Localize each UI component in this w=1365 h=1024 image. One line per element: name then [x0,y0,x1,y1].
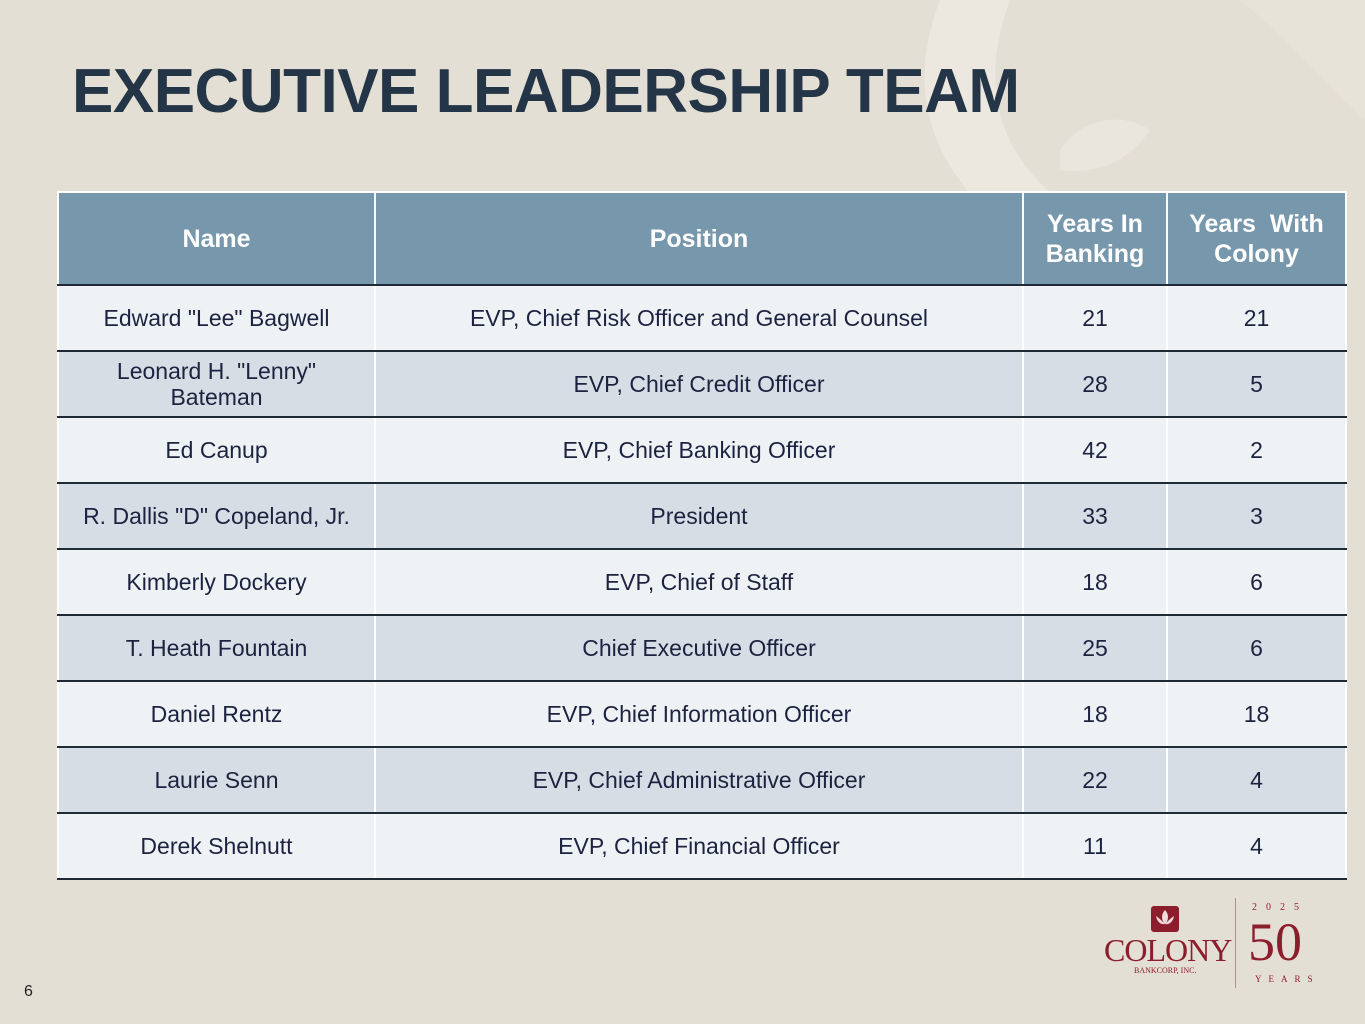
cell-years-banking: 18 [1022,549,1168,616]
cell-name: Leonard H. "Lenny" Bateman [57,351,376,418]
cell-position: EVP, Chief Financial Officer [374,813,1024,880]
cell-years-colony: 4 [1166,813,1347,880]
table-row: Derek Shelnutt EVP, Chief Financial Offi… [57,813,1347,880]
anniversary-label: YEARS [1255,974,1320,984]
cell-name: Edward "Lee" Bagwell [57,285,376,352]
header-name: Name [57,191,376,286]
table-row: Kimberly Dockery EVP, Chief of Staff 18 … [57,549,1347,616]
cell-years-colony: 18 [1166,681,1347,748]
cell-name: Derek Shelnutt [57,813,376,880]
leadership-table: Name Position Years In Banking Years Wit… [57,191,1347,880]
table-row: Edward "Lee" Bagwell EVP, Chief Risk Off… [57,285,1347,352]
cell-position: EVP, Chief Banking Officer [374,417,1024,484]
cell-years-colony: 6 [1166,549,1347,616]
table-row: Daniel Rentz EVP, Chief Information Offi… [57,681,1347,748]
anniversary-number: 50 [1248,912,1302,972]
page-title: EXECUTIVE LEADERSHIP TEAM [72,57,1020,126]
cell-position: EVP, Chief of Staff [374,549,1024,616]
cell-years-colony: 3 [1166,483,1347,550]
cell-position: Chief Executive Officer [374,615,1024,682]
cell-position: EVP, Chief Risk Officer and General Coun… [374,285,1024,352]
cell-years-colony: 2 [1166,417,1347,484]
cell-name: T. Heath Fountain [57,615,376,682]
cell-years-banking: 33 [1022,483,1168,550]
header-years-colony-line2: Colony [1214,239,1299,268]
cell-years-colony: 4 [1166,747,1347,814]
cell-position: EVP, Chief Administrative Officer [374,747,1024,814]
cell-years-banking: 21 [1022,285,1168,352]
lotus-icon [1151,906,1179,932]
anniversary-year: 2025 [1252,902,1308,913]
cell-years-banking: 25 [1022,615,1168,682]
table-row: Leonard H. "Lenny" Bateman EVP, Chief Cr… [57,351,1347,418]
cell-years-colony: 21 [1166,285,1347,352]
header-position: Position [374,191,1024,286]
logo-subtitle: BANKCORP, INC. [1134,966,1197,975]
cell-name: Ed Canup [57,417,376,484]
cell-name: R. Dallis "D" Copeland, Jr. [57,483,376,550]
header-years-banking-line2: Banking [1045,239,1145,268]
company-logo: COLONY BANKCORP, INC. 2025 50 YEARS [1098,896,1323,991]
cell-name: Kimberly Dockery [57,549,376,616]
cell-years-colony: 6 [1166,615,1347,682]
cell-years-banking: 28 [1022,351,1168,418]
table-row: T. Heath Fountain Chief Executive Office… [57,615,1347,682]
table-row: R. Dallis "D" Copeland, Jr. President 33… [57,483,1347,550]
cell-years-colony: 5 [1166,351,1347,418]
cell-years-banking: 22 [1022,747,1168,814]
cell-years-banking: 42 [1022,417,1168,484]
header-years-banking-line1: Years In [1047,209,1143,238]
header-years-colony-line1: Years With [1189,209,1324,238]
cell-years-banking: 11 [1022,813,1168,880]
logo-divider [1235,898,1236,988]
cell-years-banking: 18 [1022,681,1168,748]
cell-position: EVP, Chief Credit Officer [374,351,1024,418]
table-row: Ed Canup EVP, Chief Banking Officer 42 2 [57,417,1347,484]
cell-position: President [374,483,1024,550]
header-years-in-banking: Years In Banking [1022,191,1168,286]
cell-position: EVP, Chief Information Officer [374,681,1024,748]
table-header-row: Name Position Years In Banking Years Wit… [57,191,1347,286]
table-row: Laurie Senn EVP, Chief Administrative Of… [57,747,1347,814]
cell-name: Laurie Senn [57,747,376,814]
header-years-with-colony: Years With Colony [1166,191,1347,286]
page-number: 6 [24,983,33,1000]
cell-name: Daniel Rentz [57,681,376,748]
logo-wordmark: COLONY [1104,932,1232,968]
